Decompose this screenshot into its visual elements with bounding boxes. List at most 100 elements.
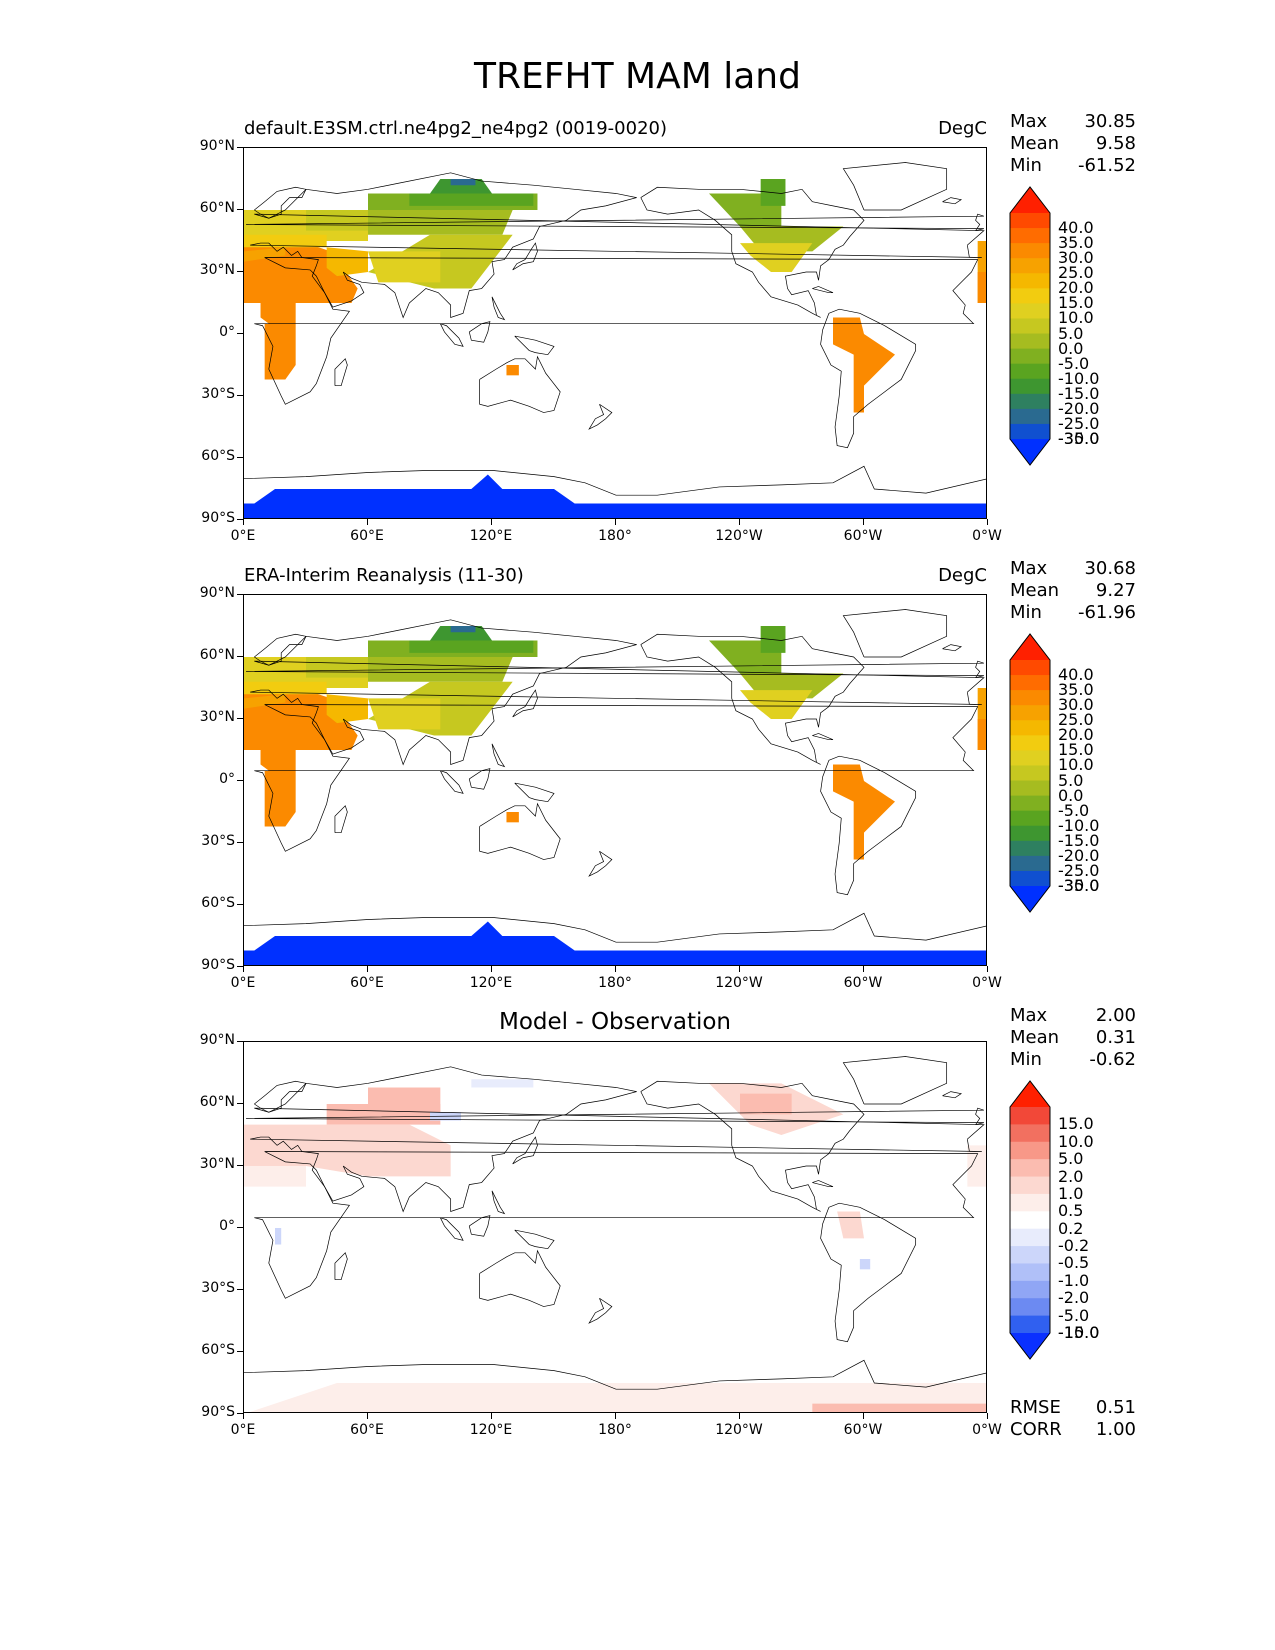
x-tick-mark — [243, 966, 244, 972]
coastline — [942, 1091, 963, 1099]
stat-label: Max — [1010, 111, 1048, 132]
coastline — [842, 609, 948, 658]
y-tick-label: 30°S — [201, 833, 235, 849]
stat-value: 30.85 — [1084, 111, 1136, 132]
coastline — [512, 1136, 538, 1165]
coastline — [334, 358, 348, 387]
colorbar-tick-label: 30.0 — [1058, 248, 1094, 268]
coastline — [254, 1080, 307, 1113]
x-tick-label: 60°W — [843, 1422, 883, 1438]
colorbar-segment — [1010, 1193, 1050, 1212]
y-tick-mark — [237, 780, 243, 781]
stat-value: 30.68 — [1084, 558, 1136, 579]
field-region — [368, 1087, 441, 1115]
colorbar-segment — [1010, 348, 1050, 365]
y-tick-label: 60°S — [201, 895, 235, 911]
colorbar-extend-bottom — [1010, 886, 1050, 912]
stat-label: Mean — [1010, 133, 1060, 154]
field-region — [430, 179, 492, 194]
coastline — [250, 1066, 985, 1213]
colorbar-tick-label: -2.0 — [1058, 1288, 1090, 1308]
coastline — [250, 172, 985, 319]
x-tick-mark — [491, 1413, 492, 1419]
field-region — [244, 681, 327, 695]
colorbar-segment — [1010, 408, 1050, 425]
stats-block: Max 30.85 Mean 9.58 Min -61.52 — [1010, 111, 1136, 177]
coastline — [812, 286, 834, 294]
colorbar-extend-top — [1010, 634, 1050, 660]
stat-row: Max 2.00 — [1010, 1005, 1136, 1027]
colorbar-tick-label: -5.0 — [1058, 353, 1090, 373]
colorbar-tick-label: -5.0 — [1058, 800, 1090, 820]
stat-row: Min -0.62 — [1010, 1049, 1136, 1071]
x-tick-mark — [243, 519, 244, 525]
field-region — [244, 1124, 451, 1177]
colorbar-tick-label: -10.0 — [1058, 815, 1100, 835]
y-tick-label: 30°N — [199, 262, 235, 278]
colorbar-segment — [1010, 780, 1050, 797]
colorbar-tick-label: -35.0 — [1058, 876, 1100, 895]
field-region — [409, 640, 534, 653]
stat-row: CORR 1.00 — [1010, 1419, 1136, 1441]
colorbar-tick-label: 5.0 — [1058, 770, 1084, 790]
colorbar-segment — [1010, 1176, 1050, 1195]
figure-title: TREFHT MAM land — [474, 56, 801, 97]
coastline — [254, 1151, 979, 1299]
x-tick-label: 180° — [598, 1422, 632, 1438]
y-tick-label: 60°N — [199, 200, 235, 216]
coastline — [479, 1249, 561, 1307]
x-tick-label: 120°E — [469, 975, 513, 991]
y-tick-label: 90°S — [201, 957, 235, 973]
y-tick-mark — [237, 1103, 243, 1104]
field-region — [264, 323, 296, 380]
x-tick-label: 0°W — [972, 528, 1002, 544]
colorbar-segment — [1010, 1315, 1050, 1334]
stat-value: 1.00 — [1095, 1419, 1136, 1440]
y-tick-mark — [237, 594, 243, 595]
field-region — [859, 1259, 871, 1270]
coastline — [514, 782, 555, 803]
field-region — [264, 770, 296, 827]
colorbar-segment — [1010, 675, 1050, 691]
field-region — [450, 179, 476, 186]
stat-label: Max — [1010, 1005, 1048, 1026]
map-canvas — [244, 609, 986, 965]
x-tick-label: 120°E — [469, 528, 513, 544]
colorbar-segment — [1010, 1298, 1050, 1317]
x-tick-label: 60°E — [350, 528, 384, 544]
coastline — [254, 704, 979, 852]
stat-row: Min -61.52 — [1010, 155, 1136, 177]
stat-label: Min — [1010, 602, 1042, 623]
field-region — [740, 1093, 792, 1115]
colorbar-extend-top — [1010, 187, 1050, 213]
coastline — [246, 660, 984, 679]
stat-value: 9.58 — [1095, 133, 1136, 154]
colorbar-tick-label: 5.0 — [1058, 323, 1084, 343]
stat-row: RMSE 0.51 — [1010, 1397, 1136, 1419]
colorbar-outline — [1009, 1080, 1051, 1360]
coastline — [244, 465, 986, 496]
field-region — [812, 1403, 986, 1412]
colorbar-tick-label: 35.0 — [1058, 680, 1094, 700]
field-region — [260, 750, 296, 771]
colorbar-segment — [1010, 318, 1050, 335]
stat-label: Max — [1010, 558, 1048, 579]
panel-title: Model - Observation — [498, 1009, 732, 1035]
coastline — [812, 733, 834, 741]
y-tick-mark — [237, 333, 243, 334]
colorbar-segment — [1010, 363, 1050, 380]
x-tick-mark — [615, 966, 616, 972]
stat-label: Min — [1010, 155, 1042, 176]
y-tick-label: 0° — [219, 1218, 235, 1234]
y-tick-label: 90°N — [199, 1032, 235, 1048]
x-tick-mark — [367, 519, 368, 525]
units-label: DegC — [938, 118, 987, 139]
stat-value: -61.52 — [1077, 155, 1136, 176]
colorbar-tick-label: -15.0 — [1058, 1323, 1100, 1342]
colorbar-segment — [1010, 213, 1050, 229]
x-tick-label: 180° — [598, 528, 632, 544]
colorbar-tick-label: -1.0 — [1058, 1270, 1090, 1290]
colorbar-segment — [1010, 660, 1050, 676]
colorbar-tick-label: 30.0 — [1058, 695, 1094, 715]
field-region — [506, 365, 519, 376]
